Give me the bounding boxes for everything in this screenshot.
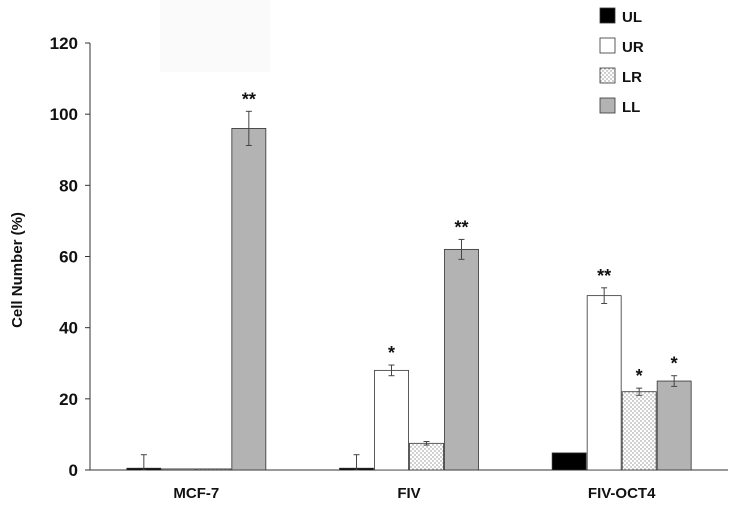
y-axis: 0 20 40 60 80 100 120	[50, 34, 91, 480]
y-tick-label: 100	[50, 105, 78, 124]
legend: UL UR LR LL	[599, 7, 644, 116]
significance-label: *	[636, 366, 643, 386]
category-label: FIV-OCT4	[588, 485, 656, 502]
significance-label: **	[597, 266, 611, 286]
bars: *********	[126, 89, 692, 471]
legend-swatch	[599, 97, 616, 114]
bar	[621, 391, 657, 471]
bar	[231, 127, 267, 471]
significance-label: *	[671, 354, 678, 374]
legend-swatch	[599, 7, 616, 24]
significance-label: **	[454, 217, 468, 237]
bar	[586, 295, 622, 471]
legend-label: LR	[622, 69, 642, 86]
bar	[196, 468, 232, 471]
legend-label: LL	[622, 99, 640, 116]
significance-label: **	[242, 89, 256, 109]
category-label: FIV	[397, 485, 420, 502]
significance-label: *	[388, 343, 395, 363]
legend-swatch	[599, 67, 616, 84]
bar	[161, 468, 197, 471]
legend-swatch	[599, 37, 616, 54]
category-label: MCF-7	[173, 485, 219, 502]
y-tick-label: 0	[69, 461, 78, 480]
bar	[551, 452, 587, 471]
bar	[374, 369, 409, 471]
bar	[409, 442, 444, 471]
y-tick-label: 80	[59, 176, 78, 195]
y-tick-label: 60	[59, 248, 78, 267]
y-tick-label: 20	[59, 390, 78, 409]
y-tick-label: 120	[50, 34, 78, 53]
legend-label: UL	[622, 9, 642, 26]
plot-background-shade	[160, 0, 270, 72]
legend-label: UR	[622, 39, 644, 56]
bar	[444, 248, 479, 471]
x-axis: MCF-7 FIV FIV-OCT4	[90, 469, 728, 502]
y-tick-label: 40	[59, 319, 78, 338]
y-axis-title: Cell Number (%)	[9, 212, 26, 328]
bar	[656, 380, 692, 471]
